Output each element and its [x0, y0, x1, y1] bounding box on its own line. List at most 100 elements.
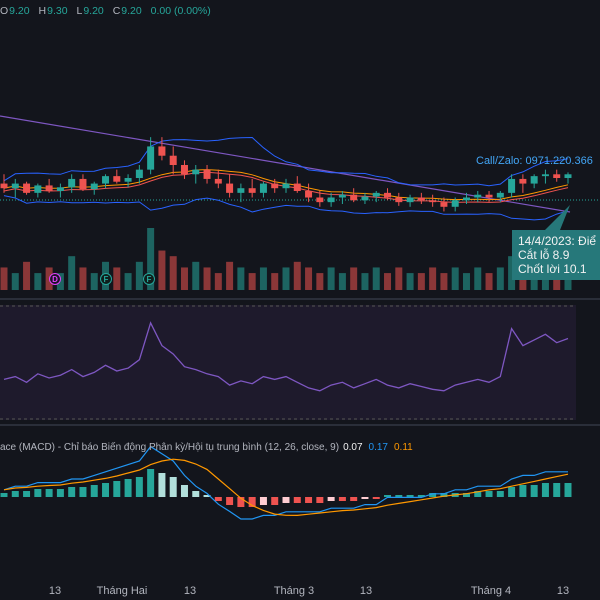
- volume-bar: [451, 267, 459, 290]
- note-pointer: [545, 205, 570, 230]
- change-value: 0.00 (0.00%): [150, 5, 211, 17]
- candle-body: [485, 194, 493, 198]
- volume-bar: [508, 256, 516, 290]
- macd-bar: [338, 497, 346, 501]
- macd-bar: [462, 493, 470, 497]
- open-value: 9.20: [9, 5, 30, 17]
- macd-bar: [305, 497, 313, 503]
- lower-band: [3, 195, 569, 221]
- volume-bar: [113, 267, 121, 290]
- candle-body: [180, 165, 188, 175]
- high-value: 9.30: [47, 5, 68, 17]
- macd-bar: [113, 481, 121, 497]
- volume-bar: [564, 273, 572, 290]
- macd-bar: [147, 469, 155, 497]
- volume-bar: [226, 261, 234, 290]
- macd-bar: [158, 473, 166, 497]
- macd-bar: [508, 487, 516, 497]
- candle-body: [429, 200, 437, 203]
- macd-bar: [406, 495, 414, 497]
- volume-bar: [214, 273, 222, 290]
- volume-bar: [180, 267, 188, 290]
- financial-marker-1[interactable]: F: [100, 273, 112, 285]
- note-line-1: 14/4/2023: Điể: [518, 234, 597, 248]
- volume-bar: [316, 273, 324, 290]
- macd-bar: [372, 497, 380, 499]
- macd-bar: [271, 497, 279, 505]
- macd-bar: [564, 483, 572, 497]
- macd-bar: [34, 489, 42, 497]
- macd-line-value: 0.17: [368, 442, 388, 453]
- macd-bar: [23, 491, 31, 497]
- watermark-text: Call/Zalo: 0971.220.366: [476, 155, 593, 167]
- volume-bar: [0, 267, 8, 290]
- volume-bar: [68, 256, 76, 290]
- candle-body: [440, 202, 448, 207]
- candle-body: [530, 176, 538, 184]
- volume-bar: [350, 267, 358, 290]
- macd-bar: [519, 485, 527, 497]
- macd-bar: [440, 493, 448, 497]
- macd-bar: [553, 483, 561, 497]
- candle-body: [34, 185, 42, 193]
- candle-body: [474, 194, 482, 198]
- volume-bar: [395, 267, 403, 290]
- volume-bar: [147, 228, 155, 290]
- rsi-line: [3, 321, 569, 392]
- candle-body: [564, 174, 572, 178]
- candle-body: [68, 178, 76, 188]
- volume-bar: [440, 273, 448, 290]
- volume-bar: [79, 267, 87, 290]
- candle-body: [327, 197, 335, 203]
- candle-body: [451, 200, 459, 207]
- candle-body: [361, 196, 369, 201]
- macd-bar: [135, 477, 143, 497]
- volume-bar: [237, 267, 245, 290]
- macd-bar: [169, 477, 177, 497]
- x-tick: Tháng Hai: [96, 585, 148, 597]
- candle-body: [147, 146, 155, 170]
- volume-bar: [124, 273, 132, 290]
- close-value: 9.20: [121, 5, 142, 17]
- candle-body: [0, 183, 8, 189]
- macd-hist-value: 0.07: [343, 442, 363, 453]
- macd-bar: [474, 491, 482, 497]
- candle-body: [192, 169, 200, 175]
- volume-bar: [11, 273, 19, 290]
- macd-bar: [384, 495, 392, 497]
- macd-bar: [496, 491, 504, 497]
- upper-band: [3, 136, 569, 187]
- volume-bar: [361, 273, 369, 290]
- x-tick: 13: [183, 585, 197, 597]
- macd-legend: ace (MACD) - Chỉ báo Biến động Phân kỳ/H…: [0, 442, 413, 453]
- volume-bar: [135, 261, 143, 290]
- volume-bar: [192, 261, 200, 290]
- macd-bar: [530, 485, 538, 497]
- macd-bar: [293, 497, 301, 503]
- x-tick: 13: [48, 585, 62, 597]
- candle-body: [282, 183, 290, 189]
- candle-body: [79, 178, 87, 190]
- macd-bar: [102, 483, 110, 497]
- candle-body: [237, 188, 245, 193]
- candle-body: [248, 188, 256, 193]
- candle-body: [102, 176, 110, 184]
- note-callout[interactable]: 14/4/2023: Điể Cắt lỗ 8.9 Chốt lời 10.1: [512, 230, 600, 280]
- volume-bar: [293, 261, 301, 290]
- candle-body: [417, 197, 425, 201]
- candle-body: [226, 183, 234, 193]
- financial-marker-2[interactable]: F: [143, 273, 155, 285]
- macd-bar: [11, 491, 19, 497]
- volume-bar: [485, 273, 493, 290]
- macd-line: [3, 445, 568, 520]
- candle-body: [316, 197, 324, 203]
- volume-bar: [406, 273, 414, 290]
- macd-bar: [192, 491, 200, 497]
- candle-body: [462, 197, 470, 201]
- x-tick: Tháng 3: [273, 585, 315, 597]
- dividend-marker[interactable]: D: [49, 273, 61, 285]
- macd-bar: [90, 485, 98, 497]
- volume-bar: [372, 267, 380, 290]
- macd-bar: [124, 479, 132, 497]
